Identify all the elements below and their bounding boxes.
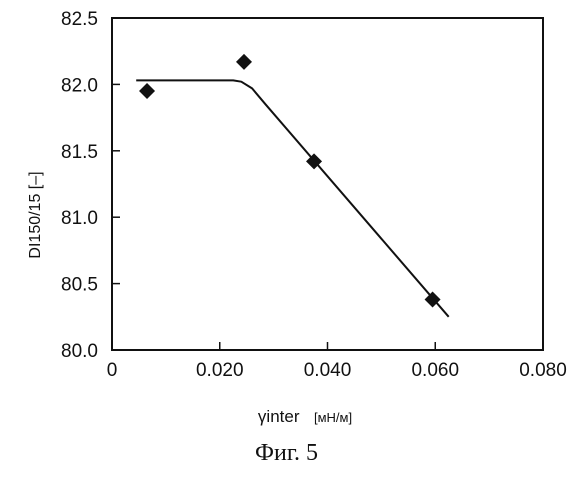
y-tick-label: 82.0 [61, 75, 98, 96]
data-point [139, 83, 155, 99]
y-tick-label: 82.5 [61, 9, 98, 30]
data-points [139, 54, 441, 308]
figure-caption: Фиг. 5 [0, 440, 573, 467]
y-tick-label: 81.0 [61, 208, 98, 229]
trend-line-group [136, 80, 449, 316]
axes [112, 18, 543, 350]
y-tick-label: 80.5 [61, 275, 98, 296]
x-axis-label-unit: [мН/м] [314, 410, 352, 425]
y-tick-label: 80.0 [61, 341, 98, 362]
tick-labels: 0 0.020 0.040 0.060 0.080 80.0 80.5 81.0 81.5 82.… [61, 9, 567, 381]
x-axis-label-symbol: γinter [258, 407, 300, 426]
y-axis-label: DI150/15 [–] [27, 171, 44, 258]
x-tick-label: 0.060 [411, 360, 459, 381]
x-tick-label: 0.020 [196, 360, 244, 381]
x-axis-label: γinter [мН/м] [258, 407, 352, 426]
x-tick-label: 0.040 [304, 360, 352, 381]
data-point [236, 54, 252, 70]
x-tick-label: 0.080 [519, 360, 567, 381]
trend-line [136, 80, 449, 316]
plot-frame [112, 18, 543, 350]
tick-marks [112, 18, 543, 350]
x-tick-label: 0 [107, 360, 118, 381]
y-tick-label: 81.5 [61, 142, 98, 163]
